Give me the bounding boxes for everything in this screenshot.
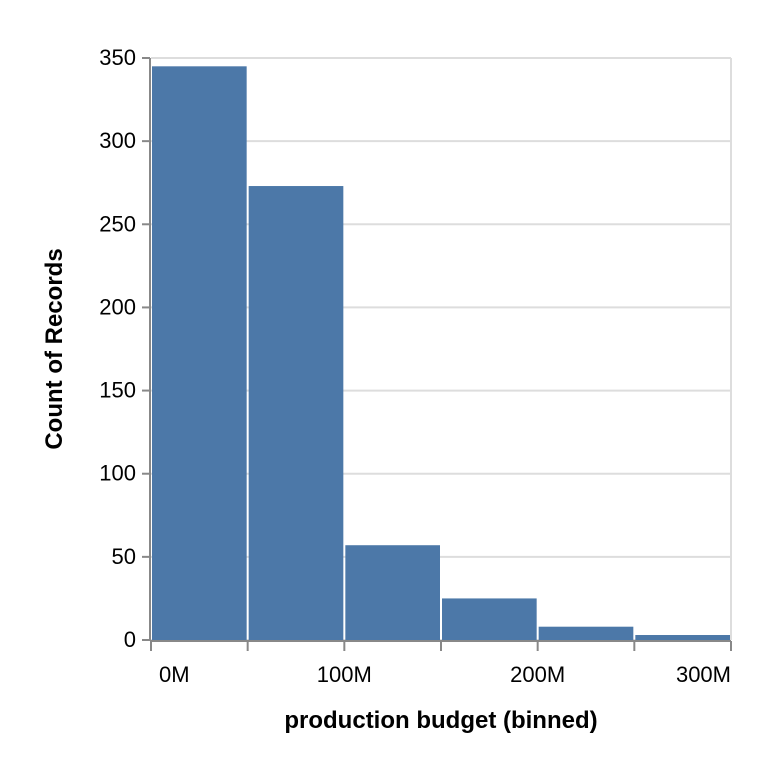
bar-2 xyxy=(345,545,440,640)
y-tick-label-4: 200 xyxy=(99,294,136,319)
bar-5 xyxy=(635,635,730,640)
y-tick-label-2: 100 xyxy=(99,461,136,486)
y-tick-label-0: 0 xyxy=(124,627,136,652)
x-tick-label-6: 300M xyxy=(676,662,731,687)
y-axis-title: Count of Records xyxy=(41,248,68,449)
y-tick-label-3: 150 xyxy=(99,378,136,403)
bar-1 xyxy=(248,186,344,641)
x-tick-label-0: 0M xyxy=(159,662,190,687)
bar-4 xyxy=(538,626,634,640)
gridlines xyxy=(151,57,732,641)
y-tick-label-7: 350 xyxy=(99,45,136,70)
bar-0 xyxy=(152,66,247,641)
x-tick-label-4: 200M xyxy=(510,662,565,687)
axes: 0 50 100 150 200 250 300 350 0M 100M 200M 300M xyxy=(99,45,732,687)
bars xyxy=(152,66,730,641)
x-axis-title: production budget (binned) xyxy=(284,707,597,734)
y-tick-label-5: 250 xyxy=(99,211,136,236)
bar-3 xyxy=(442,598,537,640)
x-tick-label-2: 100M xyxy=(317,662,372,687)
y-tick-label-6: 300 xyxy=(99,128,136,153)
y-tick-label-1: 50 xyxy=(112,544,136,569)
